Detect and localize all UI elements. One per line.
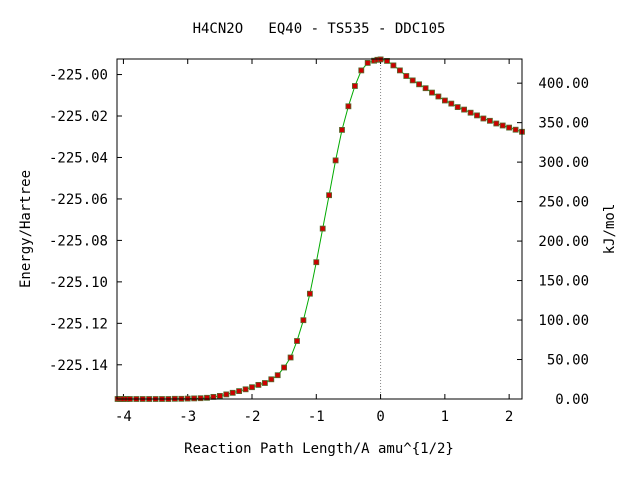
- y-tick-label: -225.02: [49, 109, 108, 125]
- x-axis-label: Reaction Path Length/A amu^{1/2}: [184, 441, 454, 457]
- y-tick-label: -225.00: [49, 68, 108, 84]
- x-tick-label: -1: [308, 409, 325, 425]
- data-point: [191, 395, 198, 402]
- data-point: [396, 67, 403, 74]
- x-tick-label: 2: [505, 409, 513, 425]
- data-point: [474, 112, 480, 119]
- data-point: [281, 364, 288, 371]
- data-point: [313, 259, 320, 266]
- y2-tick-label: 250.00: [538, 195, 589, 211]
- data-point: [319, 225, 326, 232]
- y2-axis-label: kJ/mol: [602, 204, 618, 255]
- data-point: [499, 122, 506, 129]
- data-point: [486, 117, 493, 124]
- data-point: [345, 103, 352, 110]
- data-point: [448, 100, 455, 107]
- data-point: [326, 192, 333, 199]
- y2-tick-label: 350.00: [538, 116, 589, 132]
- data-point: [204, 394, 210, 401]
- data-point: [364, 60, 371, 66]
- plot-frame: [116, 58, 523, 400]
- data-point: [435, 93, 442, 100]
- y2-tick-label: 200.00: [538, 234, 589, 250]
- y-tick-label: -225.06: [49, 192, 108, 208]
- y-axis-label: Energy/Hartree: [18, 170, 34, 288]
- data-point: [268, 376, 275, 383]
- data-point: [255, 381, 262, 388]
- data-point: [454, 104, 461, 110]
- data-point: [261, 380, 268, 386]
- data-point: [223, 391, 230, 398]
- data-point: [294, 338, 300, 344]
- data-point: [441, 97, 448, 104]
- data-point: [416, 81, 423, 88]
- y2-tick-label: 50.00: [547, 353, 589, 369]
- y2-tick-label: 400.00: [538, 76, 589, 92]
- data-point: [274, 372, 281, 379]
- data-point: [493, 120, 500, 127]
- data-point: [339, 127, 345, 133]
- data-point: [461, 106, 468, 113]
- data-point: [358, 67, 365, 74]
- data-point: [332, 157, 339, 164]
- y2-tick-label: 300.00: [538, 155, 589, 171]
- x-tick-label: 1: [441, 409, 449, 425]
- y2-tick-label: 100.00: [538, 313, 589, 329]
- chart-title: H4CN2O EQ40 - TS535 - DDC105: [193, 21, 446, 37]
- data-point: [249, 384, 255, 391]
- y-tick-label: -225.12: [49, 316, 108, 332]
- data-point: [409, 77, 416, 84]
- data-point: [390, 62, 397, 69]
- data-point: [197, 395, 204, 402]
- data-point: [216, 392, 223, 399]
- data-point: [287, 354, 294, 361]
- data-point: [422, 85, 429, 92]
- x-tick-label: -3: [179, 409, 196, 425]
- x-tick-label: 0: [376, 409, 384, 425]
- data-point: [306, 290, 313, 297]
- x-tick-label: -2: [244, 409, 261, 425]
- data-point: [229, 389, 236, 396]
- y2-tick-label: 0.00: [555, 392, 589, 408]
- data-point: [384, 58, 390, 64]
- y2-tick-label: 150.00: [538, 274, 589, 290]
- data-point: [236, 388, 243, 395]
- data-point: [242, 386, 249, 393]
- data-point: [467, 109, 474, 116]
- y-tick-label: -225.04: [49, 150, 108, 166]
- data-point: [480, 115, 487, 122]
- data-point: [512, 126, 519, 133]
- y-tick-label: -225.14: [49, 358, 108, 374]
- data-point: [300, 317, 307, 324]
- data-point: [403, 73, 410, 79]
- data-point: [351, 83, 358, 89]
- y-tick-label: -225.08: [49, 233, 108, 249]
- data-point: [506, 124, 513, 131]
- data-point: [429, 89, 435, 96]
- x-tick-label: -4: [115, 409, 132, 425]
- y-tick-label: -225.10: [49, 275, 108, 291]
